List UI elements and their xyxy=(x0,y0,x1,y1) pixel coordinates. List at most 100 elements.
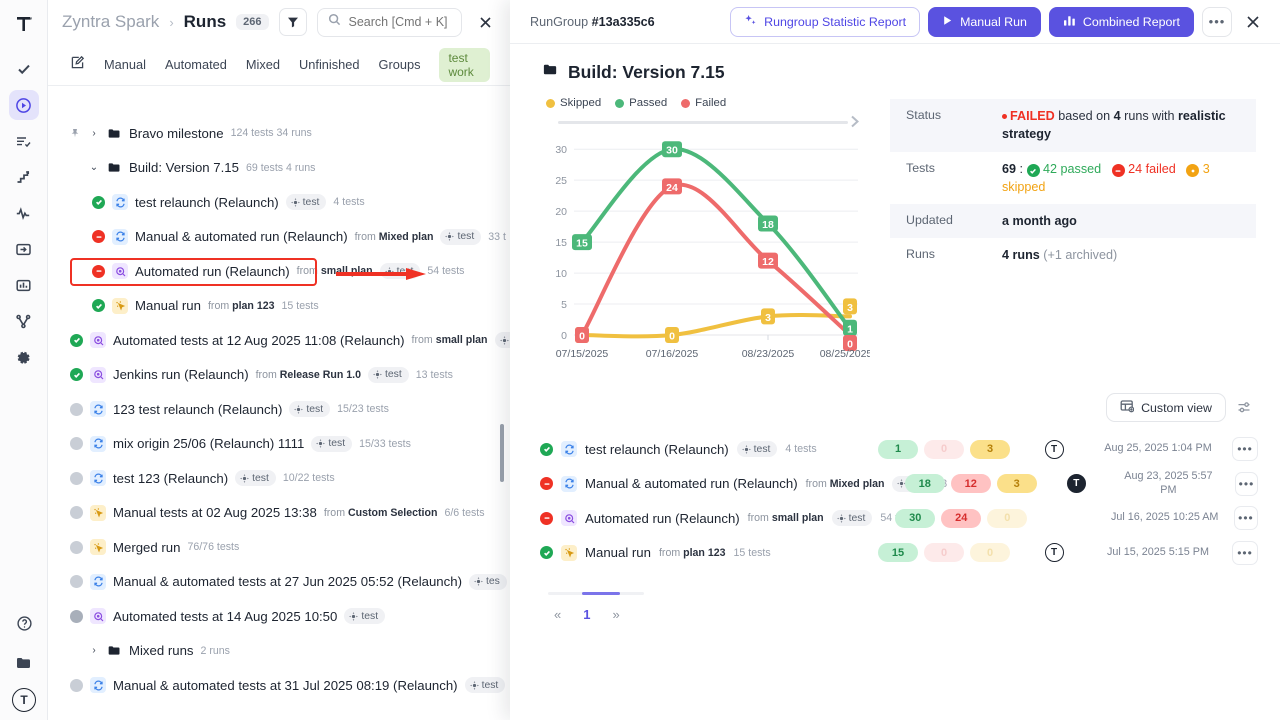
tree-chevron-icon[interactable]: ⌄ xyxy=(89,162,99,174)
check-icon[interactable] xyxy=(9,54,39,84)
tab-groups[interactable]: Groups xyxy=(378,57,421,72)
test-tag-pill[interactable]: test xyxy=(289,401,331,418)
tree-run-row[interactable]: Automated run (Relaunch) from small plan t… xyxy=(48,254,510,289)
test-tag-pill[interactable]: test xyxy=(285,194,327,211)
chart-ytick: 30 xyxy=(555,144,567,156)
tree-run-row[interactable]: Automated tests at 14 Aug 2025 10:50 test xyxy=(48,599,510,634)
steps-icon[interactable] xyxy=(9,162,39,192)
chart-scroll-hint[interactable] xyxy=(558,115,862,128)
play-circle-icon[interactable] xyxy=(8,90,39,120)
breadcrumb-project[interactable]: Zyntra Spark xyxy=(62,12,160,31)
tree-run-row[interactable]: 123 test relaunch (Relaunch) test 15/23 te… xyxy=(48,392,510,427)
gear-icon[interactable] xyxy=(9,342,39,372)
type-icon-manual xyxy=(90,539,106,556)
test-tag-pill[interactable]: test xyxy=(494,332,510,349)
pagination-scroll-track[interactable] xyxy=(548,592,644,595)
left-scrollbar[interactable] xyxy=(500,424,504,482)
tab-tag-test-work[interactable]: test work xyxy=(439,47,490,82)
breadcrumb-section: Runs xyxy=(183,12,227,31)
tree-run-row[interactable]: mix origin 25/06 (Relaunch) 1111 test 15/3… xyxy=(48,427,510,462)
count-pill-failed: 12 xyxy=(950,474,991,494)
test-tag-pill[interactable]: test xyxy=(736,441,778,458)
chart-canvas: 0510152025300033153018102412007/15/20250… xyxy=(555,141,870,360)
tree-row-meta: 10/22 tests xyxy=(282,472,335,485)
tab-manual[interactable]: Manual xyxy=(104,57,146,72)
close-icon[interactable] xyxy=(472,9,498,35)
run-list-row[interactable]: Manual run from plan 123 15 tests 15 0 0 T Jul … xyxy=(540,536,1258,571)
rungroup-id: #13a335c6 xyxy=(591,14,655,29)
run-row-more-button[interactable]: ••• xyxy=(1234,471,1258,496)
combined-report-button[interactable]: Combined Report xyxy=(1048,6,1194,37)
tree-run-row[interactable]: Manual run from plan 123 15 tests xyxy=(48,289,510,324)
run-list-row[interactable]: Manual & automated run (Relaunch) from Mi… xyxy=(540,467,1258,502)
tree-run-row[interactable]: Manual tests at 02 Aug 2025 13:38 from Cu… xyxy=(48,496,510,531)
panel-close-icon[interactable] xyxy=(1240,9,1266,35)
legend-item-failed[interactable]: Failed xyxy=(681,97,726,109)
svg-text:0: 0 xyxy=(847,339,853,351)
search-input-wrap[interactable] xyxy=(316,7,462,37)
tree-run-row[interactable]: Automated tests at 12 Aug 2025 11:08 (Re… xyxy=(48,323,510,358)
test-tag-pill[interactable]: test xyxy=(344,608,386,625)
run-row-name: Manual run xyxy=(585,545,651,561)
test-tag-pill[interactable]: test xyxy=(379,263,421,280)
run-row-more-button[interactable]: ••• xyxy=(1232,540,1258,565)
tree-row-name: Manual & automated tests at 27 Jun 2025 … xyxy=(113,574,462,590)
tab-unfinished[interactable]: Unfinished xyxy=(299,57,360,72)
bar-chart-icon xyxy=(1063,14,1076,30)
status-icon-idle xyxy=(70,609,83,623)
tree-chevron-icon[interactable]: › xyxy=(92,127,96,139)
import-icon[interactable] xyxy=(9,234,39,264)
tree-folder-row[interactable]: › Bravo milestone 124 tests 34 runs xyxy=(48,116,510,151)
manual-run-button[interactable]: Manual Run xyxy=(928,6,1041,37)
tree-folder-row[interactable]: › Mixed runs 2 runs xyxy=(48,634,510,669)
tree-run-row[interactable]: Manual & automated tests at 31 Jul 2025 … xyxy=(48,668,510,703)
pagination-scroll-thumb[interactable] xyxy=(582,592,620,595)
list-check-icon[interactable] xyxy=(9,126,39,156)
test-tag-pill[interactable]: tes xyxy=(468,573,507,590)
test-tag-pill[interactable]: test xyxy=(440,228,482,245)
branch-icon[interactable] xyxy=(9,306,39,336)
tab-mixed[interactable]: Mixed xyxy=(245,57,281,72)
type-icon-automated xyxy=(90,608,106,625)
tree-folder-row[interactable]: ⌄ Build: Version 7.15 69 tests 4 runs xyxy=(48,151,510,186)
tree-run-row[interactable]: Manual & automated tests at 27 Jun 2025 … xyxy=(48,565,510,600)
pagination-page-1[interactable]: 1 xyxy=(583,607,591,622)
panel-more-button[interactable]: ••• xyxy=(1202,6,1232,37)
chart-ytick: 15 xyxy=(555,237,567,249)
pulse-icon[interactable] xyxy=(9,198,39,228)
test-tag-pill[interactable]: test xyxy=(368,366,409,383)
custom-view-button[interactable]: Custom view xyxy=(1106,393,1226,422)
pagination-next[interactable]: » xyxy=(612,607,620,622)
user-avatar[interactable]: T xyxy=(12,688,36,712)
sliders-icon[interactable] xyxy=(1234,397,1254,419)
tree-run-row[interactable]: test 123 (Relaunch) test 10/22 tests xyxy=(48,461,510,496)
legend-item-passed[interactable]: Passed xyxy=(615,97,667,109)
chart-line-failed xyxy=(580,182,852,337)
pagination-prev[interactable]: « xyxy=(554,607,562,622)
legend-item-skipped[interactable]: Skipped xyxy=(546,97,601,109)
tree-row-meta: 15/23 tests xyxy=(337,403,389,416)
rungroup-statistic-report-button[interactable]: Rungroup Statistic Report xyxy=(730,6,921,37)
run-list-row[interactable]: Automated run (Relaunch) from small plan t… xyxy=(540,501,1258,536)
tree-run-row[interactable]: Jenkins run (Relaunch) from Release Run 1… xyxy=(48,358,510,393)
tree-row-meta: 69 tests 4 runs xyxy=(245,161,316,174)
tree-run-row[interactable]: Merged run 76/76 tests xyxy=(48,530,510,565)
chart-bar-icon[interactable] xyxy=(9,270,39,300)
tree-run-row[interactable]: Manual & automated run (Relaunch) from Mi… xyxy=(48,220,510,255)
test-tag-pill[interactable]: test xyxy=(831,510,873,527)
run-list-row[interactable]: test relaunch (Relaunch) test 4 tests 1 0 3 T A… xyxy=(540,432,1258,467)
search-input[interactable] xyxy=(348,15,451,29)
run-row-more-button[interactable]: ••• xyxy=(1232,437,1258,462)
test-tag-pill[interactable]: test xyxy=(235,470,276,487)
filter-icon[interactable] xyxy=(278,8,307,36)
help-icon[interactable] xyxy=(9,608,39,638)
run-row-more-button[interactable]: ••• xyxy=(1233,506,1258,531)
edit-list-icon[interactable] xyxy=(70,55,85,75)
tree-run-row[interactable]: test relaunch (Relaunch) test 4 tests xyxy=(48,185,510,220)
tab-automated[interactable]: Automated xyxy=(164,57,227,72)
test-tag-pill[interactable]: test xyxy=(311,435,353,452)
tree-chevron-icon[interactable]: › xyxy=(92,645,96,657)
status-runs: 4 xyxy=(1113,109,1121,123)
folder-icon[interactable] xyxy=(9,648,39,678)
test-tag-pill[interactable]: test xyxy=(464,677,506,694)
